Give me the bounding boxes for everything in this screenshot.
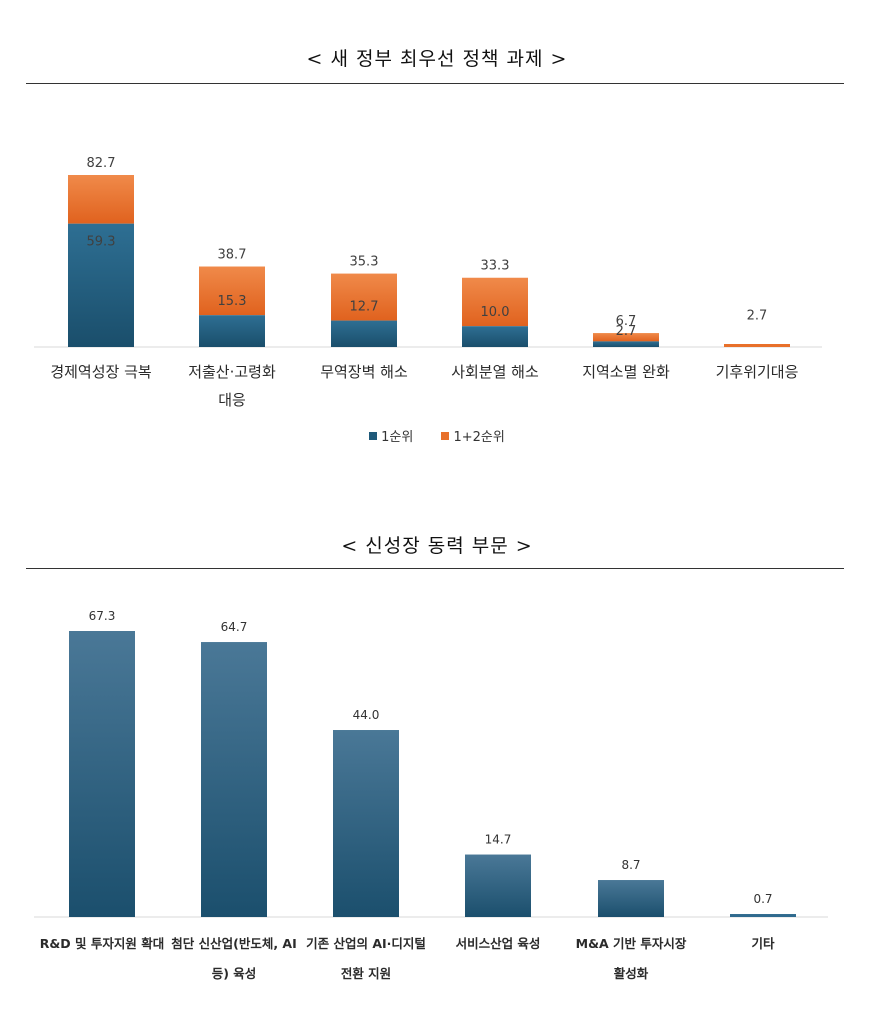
bar-rank1	[331, 320, 397, 347]
bar-rank12	[724, 344, 790, 347]
bar-rank12	[68, 175, 134, 224]
data-label-total: 35.3	[350, 255, 379, 270]
legend-swatch-rank1	[369, 432, 378, 440]
category-label: 서비스산업 육성	[456, 936, 541, 951]
bar-rank12	[593, 333, 659, 342]
category-label: M&A 기반 투자시장	[576, 936, 687, 951]
chart1-divider	[26, 83, 844, 84]
data-label: 67.3	[89, 609, 116, 623]
category-label: 등) 육성	[212, 966, 257, 981]
bar-rank12	[331, 273, 397, 321]
category-label: 활성화	[614, 966, 649, 981]
bar-rank1	[199, 315, 265, 347]
bar-rank1	[593, 341, 659, 347]
bar-rank12	[199, 266, 265, 316]
data-label-total: 82.7	[87, 156, 116, 171]
data-label-total: 2.7	[747, 308, 768, 323]
data-label: 64.7	[221, 620, 248, 634]
chart2-divider	[26, 568, 844, 569]
data-label-rank1: 2.7	[616, 324, 637, 339]
legend-swatch-rank12	[441, 432, 450, 440]
category-label: 저출산·고령화	[188, 363, 276, 381]
category-label: 대응	[218, 391, 246, 409]
data-label: 44.0	[353, 708, 380, 722]
data-label-rank1: 10.0	[481, 305, 510, 320]
category-label: 기타	[751, 936, 775, 951]
bar-rank1	[68, 223, 134, 347]
bar-growth	[333, 730, 399, 917]
data-label-rank1: 15.3	[218, 294, 247, 309]
data-label-rank1: 12.7	[350, 300, 379, 315]
data-label-total: 38.7	[218, 248, 247, 263]
category-label: 사회분열 해소	[451, 363, 539, 381]
chart1-title: < 새 정부 최우선 정책 과제 >	[306, 48, 568, 70]
category-label: 기후위기대응	[716, 363, 799, 381]
bar-growth	[465, 854, 531, 917]
category-label: 지역소멸 완화	[582, 363, 670, 381]
chart1-legend: 1순위 1+2순위	[0, 426, 874, 445]
legend-item-rank12: 1+2순위	[441, 430, 505, 445]
bar-rank12	[462, 277, 528, 327]
data-label: 0.7	[753, 892, 772, 906]
bar-growth	[69, 631, 135, 917]
category-label: R&D 및 투자지원 확대	[40, 936, 164, 951]
bar-rank1	[462, 326, 528, 347]
bar-growth	[730, 914, 796, 917]
bar-growth	[201, 642, 267, 917]
data-label-total: 33.3	[481, 259, 510, 274]
data-label-rank1: 59.3	[87, 235, 116, 250]
legend-label-rank12: 1+2순위	[453, 430, 505, 445]
category-label: 전환 지원	[341, 966, 391, 981]
category-label: 무역장벽 해소	[320, 363, 408, 381]
legend-label-rank1: 1순위	[381, 430, 414, 445]
category-label: 기존 산업의 AI·디지털	[306, 936, 426, 951]
legend-item-rank1: 1순위	[369, 430, 413, 445]
chart2-title: < 신성장 동력 부문 >	[341, 535, 533, 557]
data-label: 8.7	[621, 858, 640, 872]
bar-growth	[598, 880, 664, 917]
category-label: 경제역성장 극복	[50, 363, 151, 381]
data-label: 14.7	[485, 833, 512, 847]
category-label: 첨단 신산업(반도체, AI	[171, 936, 297, 951]
data-label-total: 6.7	[616, 314, 637, 329]
